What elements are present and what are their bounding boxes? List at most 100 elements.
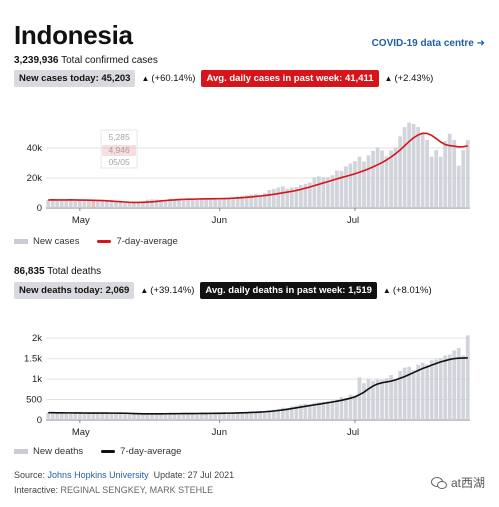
data-bar: [330, 400, 335, 420]
data-bar: [68, 199, 73, 208]
cases-chart[interactable]: 0 20k 40k May Jun Jul 5,285 4,946 05/05: [0, 103, 499, 233]
data-bar: [465, 140, 470, 208]
tooltip-box: [100, 129, 138, 169]
data-bar: [461, 355, 466, 420]
y-tick-label: 20k: [27, 173, 43, 184]
data-bar: [258, 194, 263, 208]
data-bar: [222, 198, 227, 208]
data-bar: [73, 200, 78, 208]
data-bar: [303, 184, 308, 208]
data-bar: [213, 413, 217, 420]
data-bar: [380, 150, 384, 208]
data-bar: [335, 399, 339, 420]
data-bar: [447, 354, 452, 420]
data-bar: [348, 394, 353, 420]
data-bar: [280, 186, 285, 208]
data-bar: [429, 156, 434, 208]
data-bar: [109, 412, 114, 420]
cases-stats-row: New cases today: 45,203 ▲ (+60.14%) Avg. …: [14, 70, 433, 87]
x-tick-label: May: [72, 427, 90, 438]
data-bar: [267, 190, 272, 208]
data-bar: [294, 405, 299, 420]
legend-label-new-deaths: New deaths: [33, 446, 84, 457]
data-bar: [105, 413, 109, 420]
x-tick-label: Jul: [347, 427, 359, 438]
average-line: [48, 357, 468, 415]
data-bar: [64, 413, 69, 420]
y-tick-label: 0: [37, 415, 42, 426]
avg-deaths-change-value: (+8.01%): [392, 285, 432, 296]
update-date: Update: 27 Jul 2021: [153, 470, 235, 480]
legend-label-cases-average: 7-day-average: [116, 236, 178, 247]
data-bar: [326, 177, 330, 208]
avg-deaths-week-badge: Avg. daily deaths in past week: 1,519: [200, 282, 377, 299]
data-bar: [411, 370, 416, 420]
data-bar: [68, 412, 73, 420]
data-bar: [285, 408, 290, 420]
data-bar: [411, 124, 416, 208]
data-bar: [285, 188, 290, 208]
x-tick-label: Jun: [212, 427, 227, 438]
data-bar: [253, 194, 258, 208]
tooltip-value-b: 4,946: [108, 145, 130, 155]
new-cases-today-badge: New cases today: 45,203: [14, 70, 136, 87]
data-bar: [289, 406, 294, 420]
data-bar: [87, 200, 91, 208]
data-bar: [447, 133, 452, 208]
x-tick-label: Jun: [212, 215, 227, 226]
page-title: Indonesia: [14, 20, 133, 50]
data-bar: [280, 407, 285, 420]
data-bar: [195, 413, 199, 420]
data-bar: [299, 404, 303, 420]
total-cases-value: 3,239,936: [14, 55, 59, 66]
data-bar: [59, 200, 64, 208]
data-bar: [407, 122, 411, 208]
data-bar: [461, 150, 466, 208]
red-line-swatch-icon: [97, 240, 112, 243]
watermark: at西湖: [430, 474, 485, 491]
data-bar: [91, 200, 96, 208]
avg-cases-change: ▲ (+2.43%): [385, 73, 434, 84]
data-bar: [362, 161, 366, 208]
data-bar: [384, 156, 389, 208]
data-bar: [317, 176, 321, 208]
deaths-chart[interactable]: 0 500 1k 1.5k 2k May Jun Jul: [0, 305, 499, 443]
source-link[interactable]: Johns Hopkins University: [47, 470, 149, 480]
data-bar: [154, 199, 159, 208]
data-bar: [82, 413, 87, 420]
up-arrow-icon: ▲: [384, 74, 393, 83]
data-bar: [77, 412, 82, 420]
data-bar: [398, 136, 402, 208]
data-bar: [172, 413, 177, 420]
data-bar: [362, 383, 366, 420]
y-tick-label: 1k: [32, 374, 42, 385]
credits-line: Interactive: REGINAL SENGKEY, MARK STEHL…: [14, 485, 213, 495]
data-bar: [163, 200, 168, 208]
new-deaths-change: ▲ (+39.14%): [140, 285, 194, 296]
data-bar: [308, 404, 312, 420]
data-bar: [190, 413, 195, 420]
data-bar: [312, 402, 317, 420]
data-bar: [321, 402, 326, 420]
covid-data-centre-link[interactable]: COVID-19 data centre ➜: [371, 38, 485, 49]
data-bar: [398, 370, 402, 420]
data-bar: [294, 187, 299, 208]
new-cases-change-value: (+60.14%): [151, 73, 196, 84]
data-bar: [276, 408, 281, 420]
data-bar: [141, 413, 145, 420]
data-bar: [438, 156, 443, 208]
data-bar: [452, 139, 457, 208]
data-bar: [181, 199, 186, 208]
data-bar: [420, 132, 425, 208]
cases-legend: New cases 7-day-average: [14, 236, 188, 247]
data-bar: [452, 350, 457, 420]
data-bar: [168, 198, 172, 208]
data-bar: [181, 413, 186, 420]
data-bar: [217, 198, 222, 208]
data-bar: [64, 199, 69, 208]
data-bar: [357, 377, 362, 420]
data-bar: [380, 379, 384, 420]
data-bar: [231, 413, 236, 420]
data-bar: [105, 201, 109, 208]
data-bar: [222, 412, 227, 420]
